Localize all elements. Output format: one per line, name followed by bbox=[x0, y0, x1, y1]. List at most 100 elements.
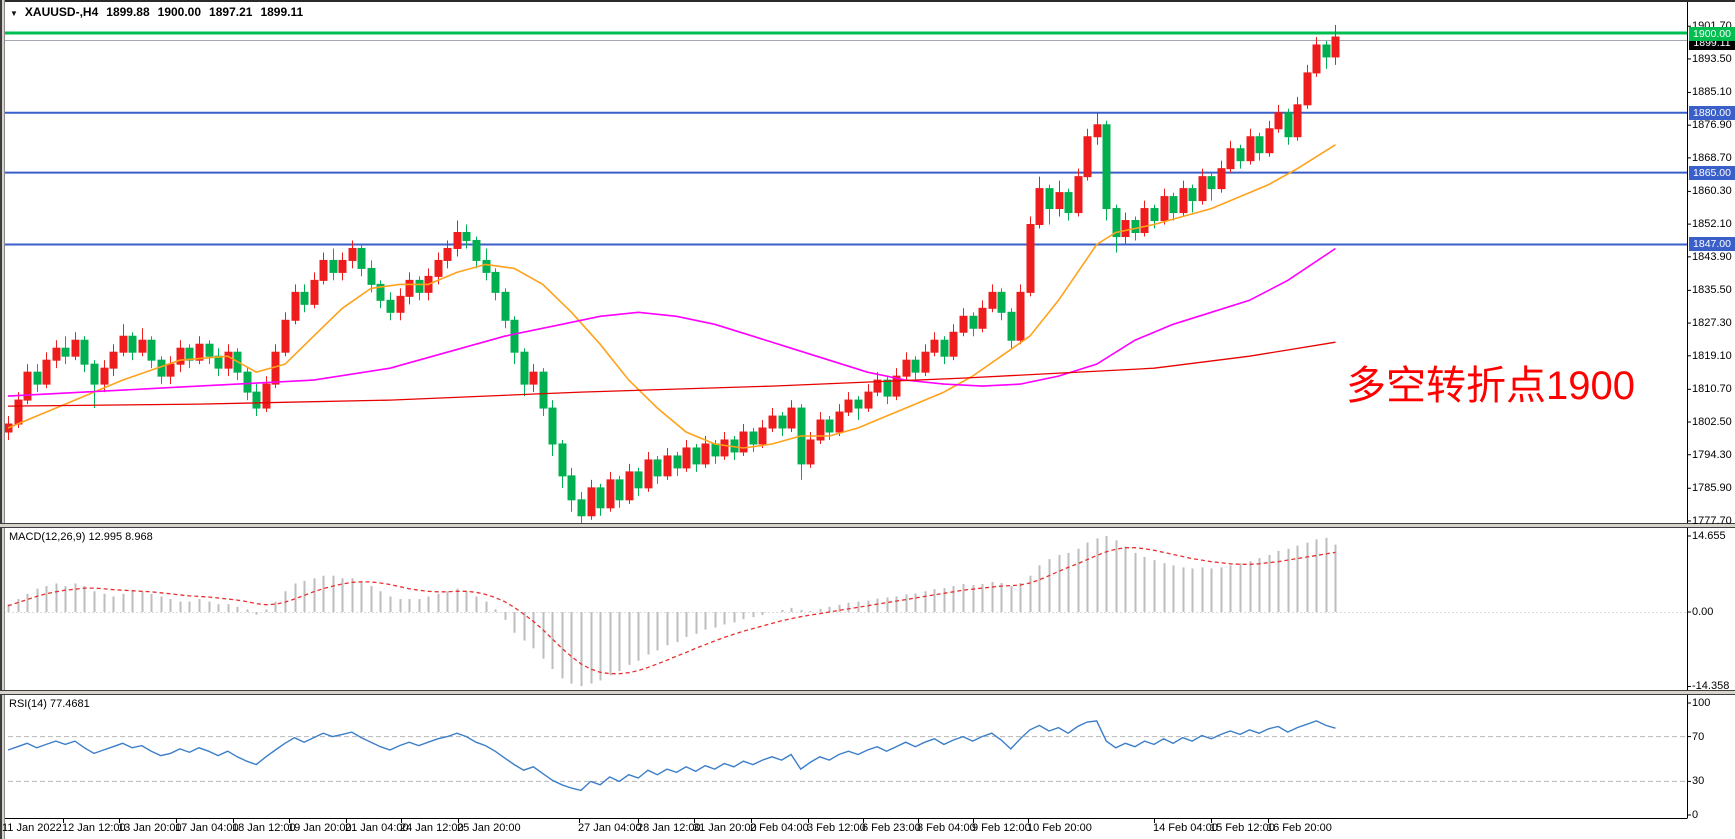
candle-body-bull bbox=[892, 375, 901, 397]
candle-body-bear bbox=[1284, 112, 1293, 138]
candle-body-bear bbox=[1255, 136, 1264, 154]
candle-body-bull bbox=[453, 232, 462, 249]
price-axis[interactable] bbox=[1688, 0, 1735, 818]
candle-body-bull bbox=[71, 339, 80, 357]
candle-body-bear bbox=[1236, 148, 1245, 162]
candle-body-bull bbox=[949, 331, 958, 357]
candle-body-bear bbox=[615, 479, 624, 501]
symbol-dropdown-icon[interactable]: ▼ bbox=[10, 9, 18, 18]
candle-body-bear bbox=[548, 407, 557, 445]
candle-body-bear bbox=[491, 271, 500, 293]
candle-body-bull bbox=[52, 347, 61, 361]
candle-body-bear bbox=[205, 343, 214, 357]
candle-body-bear bbox=[673, 455, 682, 469]
candle-body-bear bbox=[883, 379, 892, 397]
symbol-timeframe: XAUUSD-,H4 bbox=[24, 5, 99, 19]
chart-header: ▼ XAUUSD-,H4 1899.88 1900.00 1897.21 1899.11 bbox=[10, 5, 303, 19]
candle-body-bear bbox=[825, 419, 834, 433]
candle-body-bull bbox=[348, 247, 357, 261]
candle-body-bull bbox=[443, 247, 452, 261]
candle-body-bear bbox=[462, 232, 471, 241]
candle-body-bull bbox=[663, 455, 672, 477]
candle-body-bull bbox=[195, 343, 204, 361]
candle-body-bull bbox=[1246, 136, 1255, 162]
candle-body-bear bbox=[653, 459, 662, 477]
candle-body-bear bbox=[854, 399, 863, 409]
candle-body-bear bbox=[329, 259, 338, 273]
time-axis[interactable] bbox=[0, 819, 1687, 839]
candle-body-bull bbox=[758, 427, 767, 445]
candle-body-bull bbox=[873, 379, 882, 393]
candle-body-bull bbox=[1179, 188, 1188, 214]
panel-separator-rsi[interactable] bbox=[0, 690, 1735, 695]
candle-body-bear bbox=[749, 431, 758, 445]
candle-body-bull bbox=[1198, 176, 1207, 202]
candle-body-bear bbox=[252, 391, 261, 409]
macd-signal-line bbox=[7, 547, 1336, 675]
candle-body-bear bbox=[1322, 44, 1331, 58]
candle-body-bull bbox=[1265, 128, 1274, 154]
candle-body-bear bbox=[520, 351, 529, 385]
candle-body-bear bbox=[482, 259, 491, 273]
candle-body-bull bbox=[1055, 192, 1064, 210]
candle-body-bear bbox=[357, 247, 366, 269]
candle-body-bear bbox=[510, 319, 519, 353]
window-top-border bbox=[0, 0, 1735, 2]
candle-body-bull bbox=[625, 471, 634, 501]
candle-body-bull bbox=[864, 391, 873, 409]
candle-body-bear bbox=[415, 279, 424, 293]
candle-body-bear bbox=[577, 499, 586, 517]
ma-slow-red bbox=[7, 341, 1336, 407]
candle-body-bear bbox=[1131, 220, 1140, 233]
candle-body-bull bbox=[806, 439, 815, 465]
candle-body-bull bbox=[1026, 224, 1035, 293]
candle-body-bull bbox=[768, 415, 777, 429]
ma-medium-magenta bbox=[7, 247, 1336, 397]
candle-body-bear bbox=[596, 487, 605, 509]
annotation-text[interactable]: 多空转折点1900 bbox=[1346, 364, 1635, 408]
candle-body-bear bbox=[1102, 124, 1111, 210]
candle-body-bear bbox=[501, 291, 510, 321]
candle-body-bull bbox=[1303, 72, 1312, 106]
candle-body-bear bbox=[1207, 176, 1216, 190]
candle-body-bull bbox=[587, 487, 596, 517]
candle-body-bull bbox=[978, 307, 987, 329]
candle-body-bear bbox=[367, 267, 376, 285]
candle-body-bear bbox=[567, 475, 576, 501]
candle-body-bull bbox=[176, 347, 185, 365]
candle-body-bear bbox=[1150, 208, 1159, 222]
candle-body-bull bbox=[1331, 36, 1340, 58]
candle-body-bull bbox=[930, 339, 939, 353]
candle-body-bull bbox=[1226, 148, 1235, 170]
candle-body-bear bbox=[243, 371, 252, 393]
candle-body-bear bbox=[997, 291, 1006, 313]
candle-body-bear bbox=[1188, 188, 1197, 202]
candle-body-bull bbox=[701, 443, 710, 465]
candle-body-bull bbox=[396, 295, 405, 313]
macd-indicator-label: MACD(12,26,9) 12.995 8.968 bbox=[9, 531, 153, 543]
candle-body-bull bbox=[1093, 124, 1102, 138]
candle-body-bear bbox=[711, 443, 720, 457]
candle-body-bull bbox=[816, 419, 825, 441]
candle-body-bear bbox=[376, 283, 385, 301]
candle-body-bear bbox=[940, 339, 949, 357]
candle-body-bear bbox=[61, 347, 70, 357]
candle-body-bull bbox=[14, 399, 23, 425]
candle-body-bear bbox=[778, 415, 787, 429]
window-left-border bbox=[0, 0, 5, 839]
candle-body-bear bbox=[185, 347, 194, 361]
candle-body-bear bbox=[33, 371, 42, 385]
quote-low: 1897.21 bbox=[209, 5, 253, 19]
candle-body-bear bbox=[300, 291, 309, 305]
candle-body-bull bbox=[338, 259, 347, 273]
candle-body-bear bbox=[472, 239, 481, 261]
candle-body-bear bbox=[969, 315, 978, 329]
candle-body-bull bbox=[224, 351, 233, 369]
candle-body-bear bbox=[1064, 192, 1073, 214]
panel-separator-macd[interactable] bbox=[0, 523, 1735, 528]
candle-body-bear bbox=[147, 339, 156, 361]
candle-body-bull bbox=[1293, 104, 1302, 138]
candle-body-bull bbox=[119, 335, 128, 353]
